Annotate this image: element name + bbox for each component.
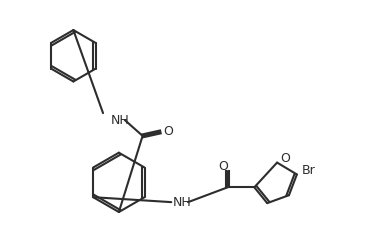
Text: O: O — [280, 152, 290, 165]
Text: NH: NH — [111, 114, 130, 126]
Text: O: O — [218, 160, 228, 173]
Text: NH: NH — [172, 196, 191, 209]
Text: Br: Br — [302, 164, 316, 177]
Text: O: O — [163, 126, 173, 138]
